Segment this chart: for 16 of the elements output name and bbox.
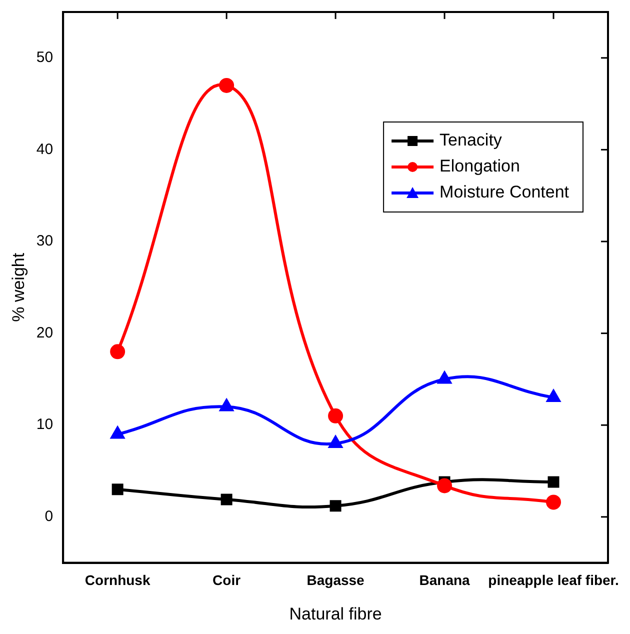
y-tick-label: 50 (36, 49, 54, 66)
legend-label: Tenacity (440, 130, 502, 150)
x-tick-label: Cornhusk (84, 572, 150, 588)
y-tick-label: 40 (36, 140, 54, 158)
x-tick-label: pineapple leaf fiber. (488, 572, 619, 588)
x-tick-label: Banana (419, 572, 470, 588)
y-tick-label: 10 (36, 416, 54, 434)
x-axis-title: Natural fibre (289, 604, 382, 624)
x-tick-label: Bagasse (306, 572, 365, 588)
y-axis-title: % weight (8, 252, 28, 322)
x-tick-label: Coir (212, 572, 242, 588)
y-tick-label: 0 (44, 508, 54, 526)
y-tick-label: 30 (36, 232, 54, 250)
y-tick-label: 20 (36, 324, 54, 342)
legend-label: Elongation (440, 156, 520, 176)
legend-label: Moisture Content (440, 182, 570, 202)
